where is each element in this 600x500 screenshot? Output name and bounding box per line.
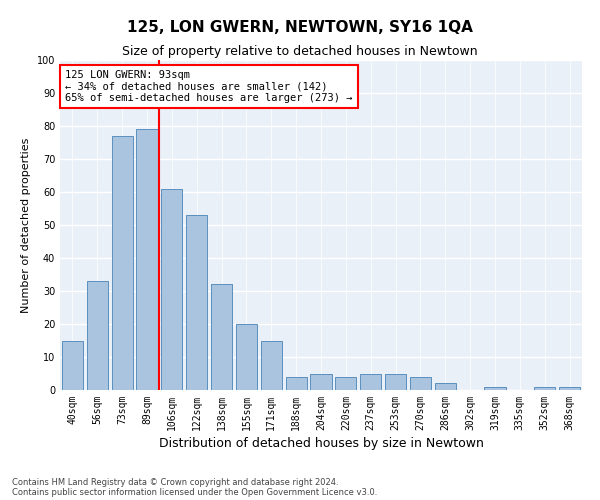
Bar (310, 374, 332, 390)
Bar (484, 386, 506, 390)
Text: Size of property relative to detached houses in Newtown: Size of property relative to detached ho… (122, 45, 478, 58)
Text: Contains HM Land Registry data © Crown copyright and database right 2024.: Contains HM Land Registry data © Crown c… (12, 478, 338, 487)
Y-axis label: Number of detached properties: Number of detached properties (21, 138, 31, 312)
Bar (236, 324, 257, 390)
Bar (286, 377, 307, 390)
Bar (335, 377, 356, 390)
Bar (62, 340, 83, 390)
X-axis label: Distribution of detached houses by size in Newtown: Distribution of detached houses by size … (158, 437, 484, 450)
Bar (559, 386, 580, 390)
Bar (186, 215, 207, 390)
Bar (410, 377, 431, 390)
Text: 125 LON GWERN: 93sqm
← 34% of detached houses are smaller (142)
65% of semi-deta: 125 LON GWERN: 93sqm ← 34% of detached h… (65, 70, 353, 103)
Bar (360, 374, 381, 390)
Bar (112, 136, 133, 390)
Bar (385, 374, 406, 390)
Bar (161, 188, 182, 390)
Bar (261, 340, 282, 390)
Bar (136, 130, 158, 390)
Bar (435, 384, 456, 390)
Bar (87, 281, 108, 390)
Text: Contains public sector information licensed under the Open Government Licence v3: Contains public sector information licen… (12, 488, 377, 497)
Bar (211, 284, 232, 390)
Bar (534, 386, 555, 390)
Text: 125, LON GWERN, NEWTOWN, SY16 1QA: 125, LON GWERN, NEWTOWN, SY16 1QA (127, 20, 473, 35)
